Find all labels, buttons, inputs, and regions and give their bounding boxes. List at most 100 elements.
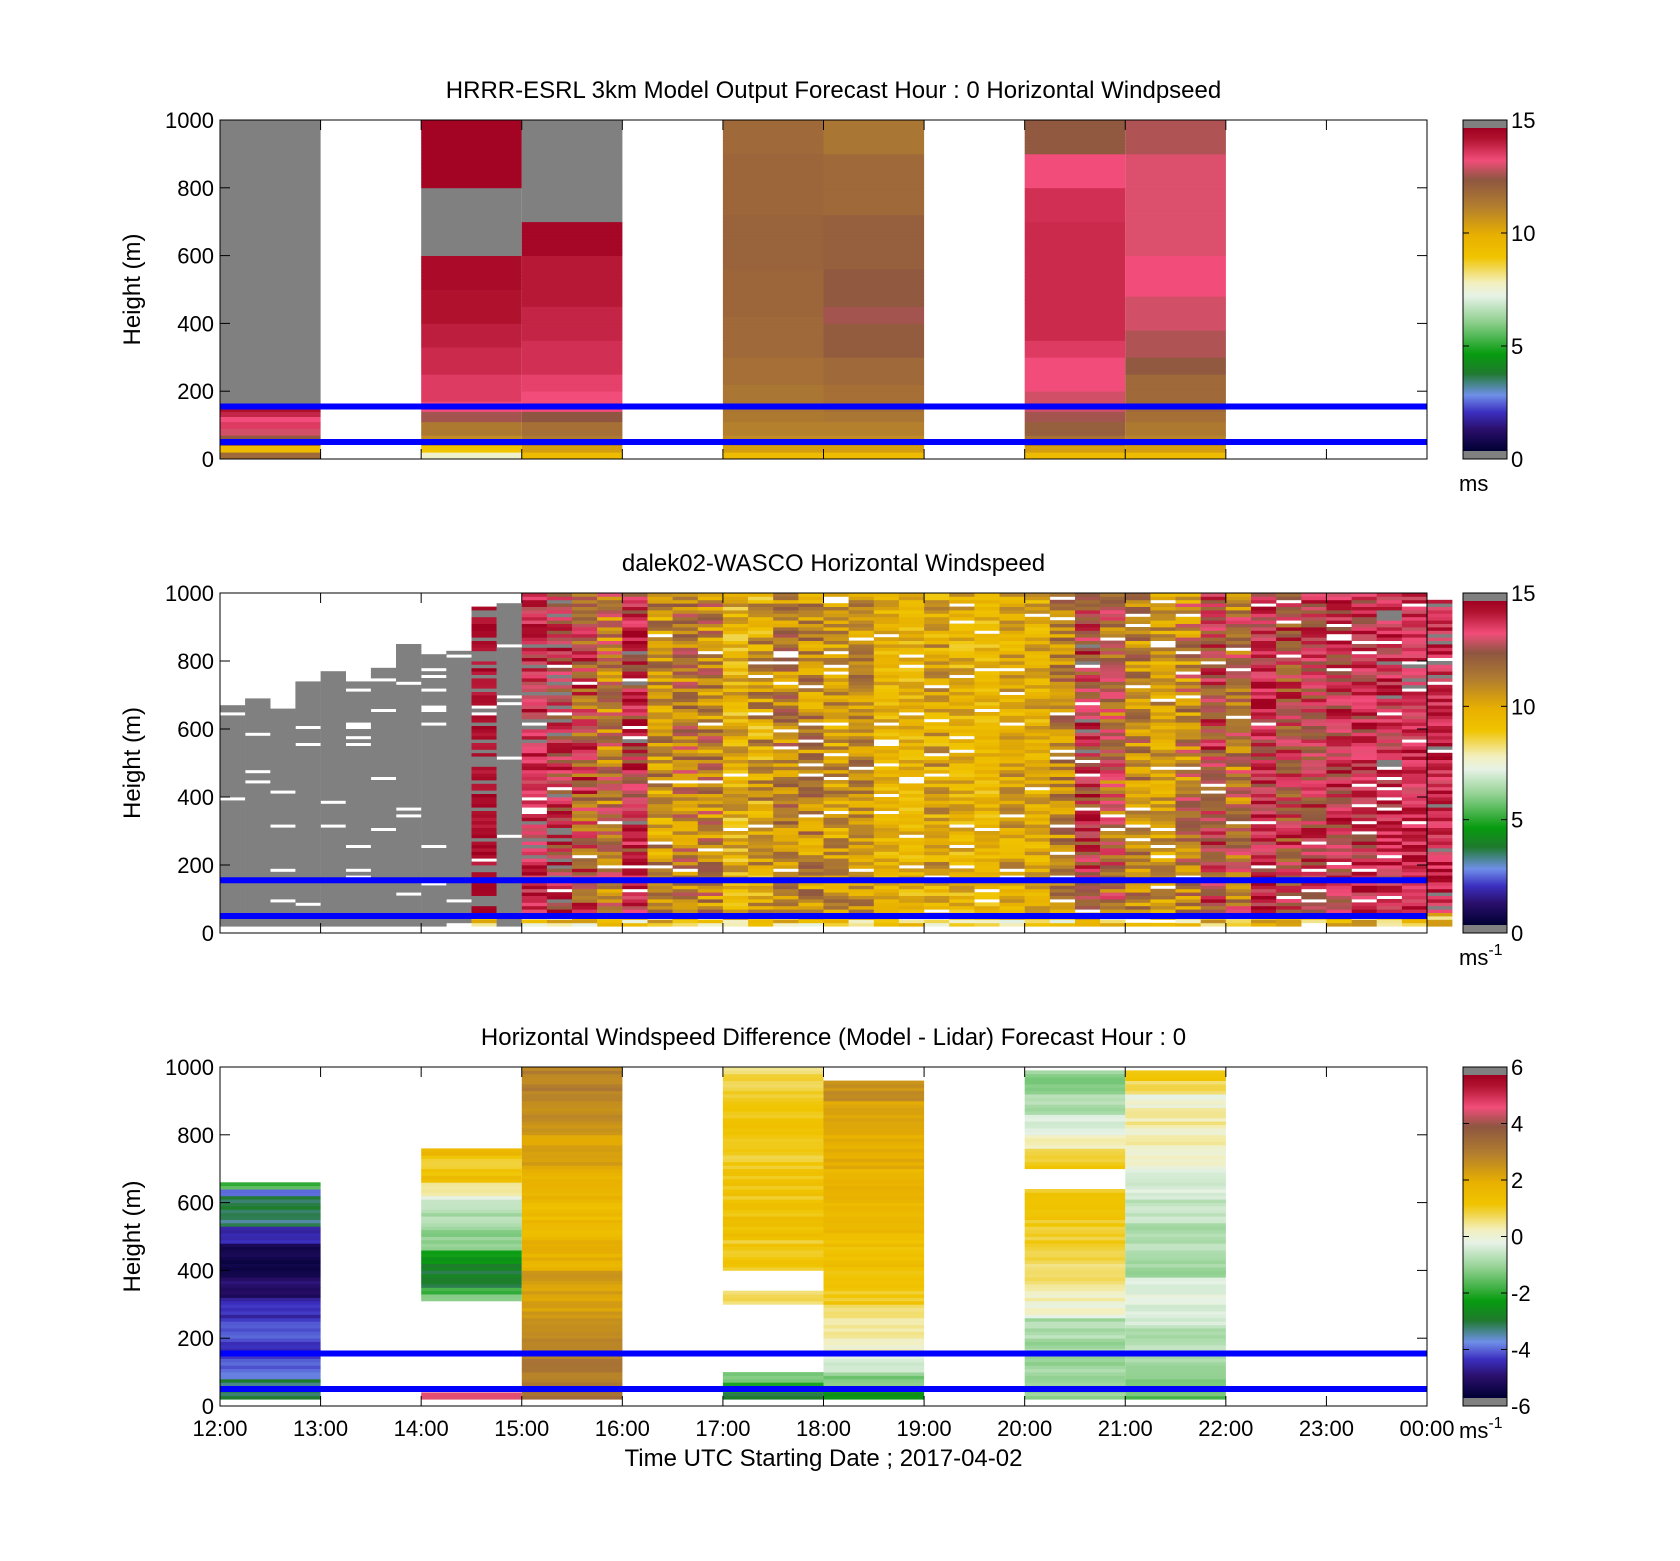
heatmap-cell xyxy=(999,746,1025,750)
heatmap-cell xyxy=(848,616,874,621)
heatmap-cell xyxy=(798,888,824,893)
heatmap-cell xyxy=(320,756,346,760)
heatmap-cell xyxy=(421,262,522,267)
heatmap-cell xyxy=(521,231,623,236)
heatmap-cell xyxy=(245,800,271,805)
heatmap-cell xyxy=(471,732,497,737)
heatmap-cell xyxy=(1301,678,1327,682)
heatmap-cell xyxy=(798,892,824,896)
heatmap-cell xyxy=(848,851,874,856)
heatmap-cell xyxy=(370,899,397,903)
heatmap-cell xyxy=(220,919,246,924)
heatmap-cell xyxy=(949,885,975,890)
heatmap-cell xyxy=(1376,824,1403,828)
heatmap-cell xyxy=(1175,633,1201,638)
heatmap-cell xyxy=(597,661,623,665)
heatmap-cell xyxy=(1024,174,1126,178)
heatmap-cell xyxy=(1125,381,1226,385)
heatmap-cell xyxy=(546,657,573,662)
heatmap-cell xyxy=(220,803,246,808)
heatmap-cell xyxy=(370,868,397,873)
heatmap-cell xyxy=(1376,875,1403,879)
heatmap-cell xyxy=(949,650,975,655)
heatmap-cell xyxy=(622,783,648,788)
heatmap-cell xyxy=(572,654,598,658)
heatmap-cell xyxy=(873,732,900,737)
heatmap-cell xyxy=(722,780,749,784)
heatmap-cell xyxy=(773,810,799,815)
heatmap-cell xyxy=(1100,749,1126,754)
heatmap-cell xyxy=(546,868,573,873)
heatmap-cell xyxy=(1326,695,1352,699)
heatmap-cell xyxy=(1049,827,1076,832)
heatmap-cell xyxy=(748,902,774,907)
heatmap-cell xyxy=(1175,820,1201,825)
heatmap-cell xyxy=(1024,841,1051,845)
heatmap-cell xyxy=(1075,848,1101,852)
heatmap-cell xyxy=(1376,865,1403,869)
heatmap-cell xyxy=(1024,387,1126,392)
heatmap-cell xyxy=(1401,613,1428,618)
heatmap-cell xyxy=(974,640,1000,645)
heatmap-cell xyxy=(597,909,623,913)
heatmap-cell xyxy=(848,848,874,852)
heatmap-cell xyxy=(496,790,522,794)
heatmap-cell xyxy=(270,735,296,740)
heatmap-cell xyxy=(1225,766,1252,771)
heatmap-cell xyxy=(722,323,824,328)
heatmap-cell xyxy=(647,899,673,903)
heatmap-cell xyxy=(245,793,271,798)
heatmap-cells xyxy=(220,120,1226,460)
heatmap-cell xyxy=(1326,865,1352,869)
heatmap-cell xyxy=(1401,759,1428,764)
heatmap-cell xyxy=(1326,620,1352,624)
heatmap-cell xyxy=(1024,630,1051,635)
heatmap-cell xyxy=(572,746,598,750)
heatmap-cell xyxy=(597,837,623,842)
heatmap-cell xyxy=(697,773,724,777)
heatmap-cell xyxy=(722,194,824,199)
heatmap-cell xyxy=(1276,661,1302,665)
heatmap-cell xyxy=(1049,919,1076,924)
heatmap-cell xyxy=(1326,712,1352,716)
heatmap-cell xyxy=(1251,729,1277,733)
heatmap-cell xyxy=(1024,157,1126,162)
heatmap-cell xyxy=(722,143,824,148)
heatmap-cell xyxy=(1276,678,1302,682)
heatmap-cell xyxy=(1125,773,1151,777)
heatmap-cell xyxy=(722,401,824,406)
heatmap-cell xyxy=(421,218,522,223)
heatmap-cell xyxy=(1075,610,1101,614)
heatmap-cell xyxy=(421,671,447,675)
heatmap-cell xyxy=(471,688,497,692)
heatmap-cell xyxy=(597,654,623,658)
heatmap-cell xyxy=(1401,919,1428,924)
heatmap-cell xyxy=(471,790,497,794)
heatmap-cell xyxy=(320,766,346,771)
heatmap-cell xyxy=(1049,664,1076,669)
heatmap-cell xyxy=(1200,776,1227,781)
heatmap-cell xyxy=(1150,688,1176,692)
heatmap-cell xyxy=(924,695,950,699)
heatmap-cell xyxy=(270,803,296,808)
heatmap-cell xyxy=(1125,347,1226,351)
heatmap-cell xyxy=(1175,899,1201,903)
heatmap-cell xyxy=(697,606,724,611)
heatmap-cell xyxy=(521,749,548,754)
heatmap-cell xyxy=(546,654,573,658)
heatmap-cell xyxy=(521,844,548,849)
heatmap-cell xyxy=(672,837,698,842)
heatmap-cell xyxy=(974,814,1000,818)
heatmap-cell xyxy=(546,715,573,720)
heatmap-cell xyxy=(848,861,874,866)
heatmap-cell xyxy=(421,786,447,791)
heatmap-cell xyxy=(1301,644,1327,648)
heatmap-cell xyxy=(848,858,874,862)
heatmap-cell xyxy=(1125,120,1226,124)
heatmap-cell xyxy=(320,854,346,859)
heatmap-cell xyxy=(1150,807,1176,811)
heatmap-cell xyxy=(421,398,522,402)
heatmap-cell xyxy=(521,289,623,294)
heatmap-cell xyxy=(345,800,372,805)
heatmap-cell xyxy=(647,616,673,621)
